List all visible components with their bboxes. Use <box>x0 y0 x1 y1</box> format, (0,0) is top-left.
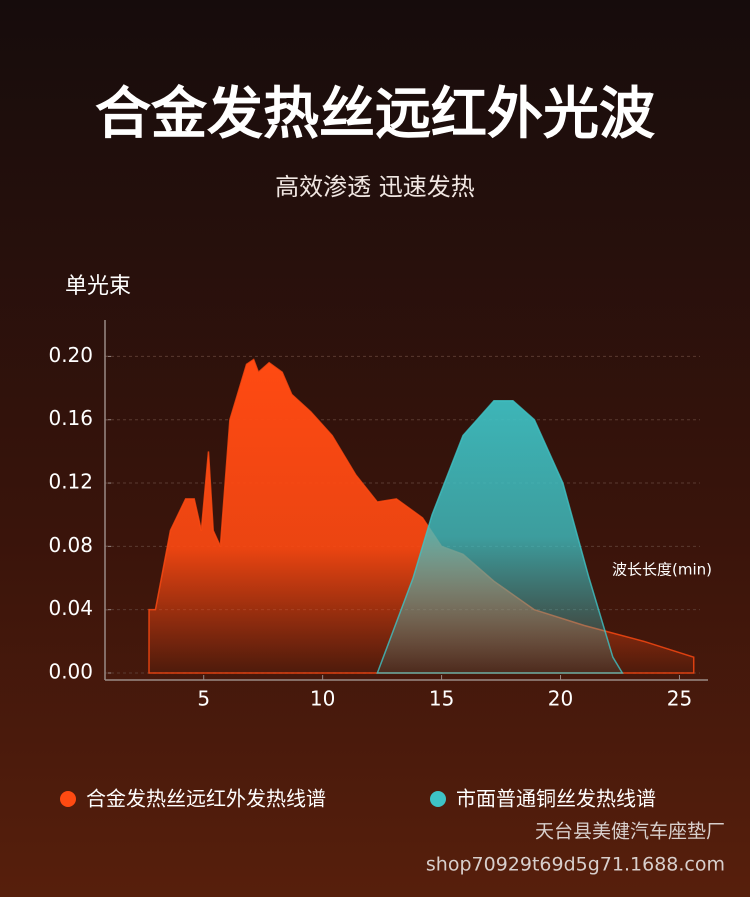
x-tick-label: 20 <box>548 687 573 711</box>
legend-label: 市面普通铜丝发热线谱 <box>456 787 656 811</box>
y-axis-label: 单光束 <box>65 274 131 299</box>
watermark: shop70929t69d5g71.1688.com <box>426 854 725 876</box>
area <box>376 399 624 674</box>
chart-subtitle: 高效渗透 迅速发热 <box>275 173 475 201</box>
legend: 合金发热丝远红外发热线谱 市面普通铜丝发热线谱 <box>60 787 656 811</box>
x-tick-label: 5 <box>197 687 210 711</box>
chart-title: 合金发热丝远红外光波 <box>95 82 655 147</box>
legend-marker <box>60 791 76 807</box>
legend-marker <box>430 791 446 807</box>
x-axis-label: 波长长度(min) <box>612 561 712 579</box>
y-tick-label: 0.08 <box>48 533 93 557</box>
x-tick-label: 10 <box>310 687 335 711</box>
y-tick-label: 0.16 <box>48 406 93 430</box>
y-tick-label: 0.00 <box>48 660 93 684</box>
y-tick-label: 0.20 <box>48 343 93 367</box>
y-tick-label: 0.12 <box>48 470 93 494</box>
legend-label: 合金发热丝远红外发热线谱 <box>86 787 326 811</box>
x-tick-label: 25 <box>667 687 692 711</box>
y-tick-label: 0.04 <box>48 596 93 620</box>
x-tick-label: 15 <box>429 687 454 711</box>
watermark: 天台县美健汽车座垫厂 <box>535 821 725 843</box>
